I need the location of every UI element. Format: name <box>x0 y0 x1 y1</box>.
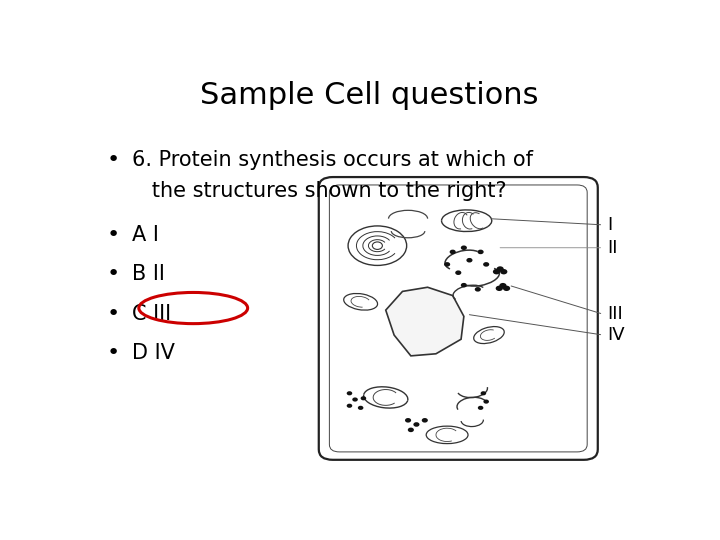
Text: III: III <box>607 305 623 323</box>
Text: •: • <box>107 265 120 285</box>
Text: B II: B II <box>132 265 165 285</box>
Circle shape <box>358 406 364 410</box>
Circle shape <box>499 283 507 288</box>
Circle shape <box>477 249 484 254</box>
Circle shape <box>495 286 503 291</box>
Circle shape <box>361 396 366 400</box>
Polygon shape <box>386 287 464 356</box>
Text: I: I <box>607 216 613 234</box>
Circle shape <box>449 249 456 254</box>
Text: •: • <box>107 343 120 363</box>
Circle shape <box>347 404 352 408</box>
Text: Sample Cell questions: Sample Cell questions <box>199 82 539 111</box>
Circle shape <box>503 286 510 291</box>
Circle shape <box>467 258 472 262</box>
Circle shape <box>413 422 420 427</box>
Circle shape <box>483 262 490 267</box>
Circle shape <box>493 269 500 274</box>
Circle shape <box>481 391 486 395</box>
Text: •: • <box>107 225 120 245</box>
Circle shape <box>461 246 467 250</box>
Circle shape <box>352 397 358 402</box>
Circle shape <box>483 400 489 404</box>
Circle shape <box>455 271 462 275</box>
Text: II: II <box>607 239 618 256</box>
Circle shape <box>478 406 483 410</box>
Circle shape <box>408 428 414 432</box>
Circle shape <box>497 266 504 272</box>
Text: D IV: D IV <box>132 343 175 363</box>
Text: 6. Protein synthesis occurs at which of: 6. Protein synthesis occurs at which of <box>132 150 533 170</box>
Circle shape <box>474 287 481 292</box>
Text: IV: IV <box>607 326 625 344</box>
Text: A I: A I <box>132 225 158 245</box>
Text: •: • <box>107 150 120 170</box>
Circle shape <box>461 283 467 287</box>
Text: the structures shown to the right?: the structures shown to the right? <box>132 181 506 201</box>
Circle shape <box>405 418 411 423</box>
Circle shape <box>347 391 352 395</box>
Text: •: • <box>107 304 120 324</box>
Text: C III: C III <box>132 304 171 324</box>
Circle shape <box>422 418 428 423</box>
Circle shape <box>500 269 508 274</box>
Circle shape <box>444 262 450 267</box>
